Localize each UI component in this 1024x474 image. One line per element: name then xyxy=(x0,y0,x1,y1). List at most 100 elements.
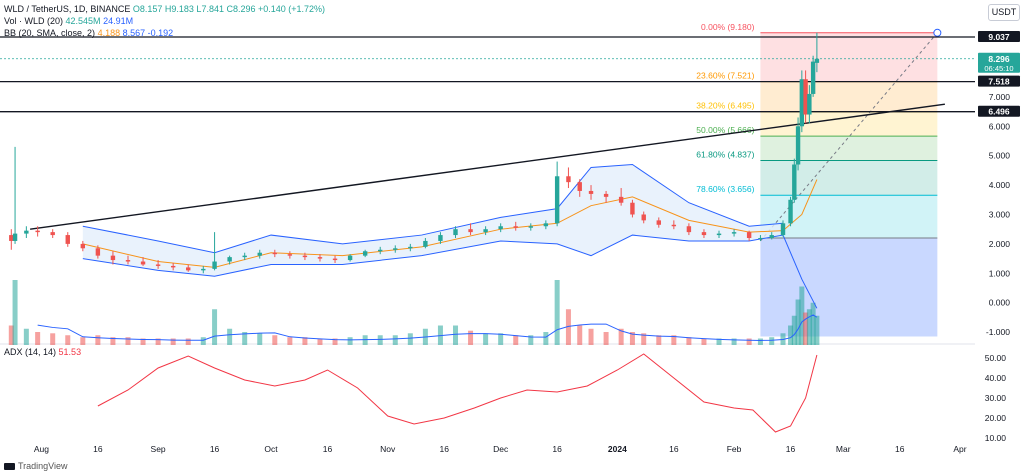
candle-body xyxy=(423,240,428,247)
pair-label: WLD / TetherUS, 1D, BINANCE xyxy=(4,4,131,14)
candle-body xyxy=(317,257,323,259)
candle-body xyxy=(630,202,635,215)
candle-body xyxy=(140,261,146,265)
candle-body xyxy=(810,61,816,94)
volume-bar xyxy=(799,286,805,345)
fib-zone xyxy=(760,81,938,112)
volume-bar xyxy=(407,333,413,345)
time-tick-label: 16 xyxy=(323,444,333,454)
time-tick-label: Mar xyxy=(836,444,851,454)
candle-body xyxy=(528,226,533,228)
volume-bar xyxy=(140,338,146,345)
volume-bar xyxy=(671,335,677,345)
volume-bar xyxy=(618,328,624,345)
price-tag xyxy=(978,75,1020,87)
tradingview-logo: TradingView xyxy=(4,461,68,471)
candle-body xyxy=(201,268,206,271)
candle-body xyxy=(378,249,383,252)
volume-bar xyxy=(392,335,398,345)
volume-bar xyxy=(242,332,248,345)
price-tick-label: -1.000 xyxy=(986,327,1010,337)
candle-body xyxy=(588,190,594,194)
candle-body xyxy=(257,252,262,256)
candle-body xyxy=(716,233,722,236)
candle-body xyxy=(803,79,808,115)
volume-bar xyxy=(803,312,809,345)
adx-tick-label: 30.00 xyxy=(985,393,1007,403)
candle-body xyxy=(362,251,368,256)
fib-zone xyxy=(760,160,938,196)
price-tick-label: 6.000 xyxy=(989,121,1011,131)
bb-basis-value: 4.188 xyxy=(97,28,121,38)
fib-zone xyxy=(760,32,938,82)
candle-body xyxy=(686,226,692,233)
volume-bar xyxy=(23,328,29,345)
price-tick-label: 2.000 xyxy=(989,239,1011,249)
volume-bar xyxy=(788,325,794,345)
volume-bar xyxy=(347,337,353,345)
volume-bar xyxy=(227,328,233,345)
candle-body xyxy=(792,164,797,200)
time-tick-label: 16 xyxy=(895,444,905,454)
volume-bar xyxy=(50,333,56,345)
candle-body xyxy=(618,196,624,203)
volume-bars xyxy=(8,280,820,345)
candle-body xyxy=(287,254,293,256)
candle-body xyxy=(24,230,29,234)
volume-bar xyxy=(513,335,519,345)
volume-bar xyxy=(272,335,278,345)
time-tick-label: Feb xyxy=(727,444,742,454)
volume-bar xyxy=(80,337,86,345)
price-legend: WLD / TetherUS, 1D, BINANCE O8.157 H9.18… xyxy=(4,4,325,15)
candle-body xyxy=(746,232,752,239)
price-tick-label: 3.000 xyxy=(989,209,1011,219)
candle-body xyxy=(758,238,763,240)
bb-label: BB (20, SMA, close, 2) xyxy=(4,28,96,38)
candle-body xyxy=(212,261,217,269)
volume-bar xyxy=(498,333,504,345)
volume-bar xyxy=(170,338,176,345)
candle-body xyxy=(80,243,86,249)
fib-zone xyxy=(760,111,938,137)
candle-body xyxy=(35,230,40,233)
bb-fill xyxy=(82,164,784,277)
brand-label: TradingView xyxy=(18,461,68,471)
candle-body xyxy=(393,248,398,250)
time-tick-label: Nov xyxy=(380,444,396,454)
currency-button[interactable]: USDT xyxy=(988,4,1020,21)
adx-label: ADX (14, 14) xyxy=(4,347,57,357)
fib-handle xyxy=(933,28,942,37)
ohlc-values: O8.157 H9.183 L7.841 C8.296 +0.140 (+1.7… xyxy=(132,4,326,14)
candle-body xyxy=(814,58,820,63)
candle-body xyxy=(799,79,805,127)
volume-bar xyxy=(543,332,549,345)
price-tag-label: 6.496 xyxy=(988,107,1010,117)
volume-bar xyxy=(65,335,71,345)
adx-tick-label: 10.00 xyxy=(985,433,1007,443)
volume-bar xyxy=(641,333,647,345)
volume-legend: Vol · WLD (20) 42.545M 24.91M xyxy=(4,16,133,27)
fib-zone xyxy=(760,136,938,161)
volume-bar xyxy=(528,335,534,345)
volume-bar xyxy=(483,333,489,345)
price-tick-label: 1.000 xyxy=(989,268,1011,278)
candle-body xyxy=(186,267,191,271)
time-tick-label: 2024 xyxy=(608,444,627,454)
price-tag-label: 7.518 xyxy=(988,77,1010,87)
volume-label: Vol · WLD (20) xyxy=(4,16,64,26)
adx-value: 51.53 xyxy=(58,347,82,357)
time-tick-label: 16 xyxy=(552,444,562,454)
volume-bar xyxy=(35,332,41,345)
price-tag xyxy=(978,31,1020,42)
volume-bar xyxy=(453,325,459,345)
volume-bar xyxy=(200,337,206,345)
candle-body xyxy=(227,257,232,262)
volume-bar xyxy=(577,325,583,345)
candle-body xyxy=(603,193,609,197)
volume-bar xyxy=(795,299,801,345)
fib-level-label: 23.60% (7.521) xyxy=(696,71,754,81)
fib-level-label: 50.00% (5.666) xyxy=(696,125,754,135)
volume-bar xyxy=(332,338,338,345)
adx-tick-label: 40.00 xyxy=(985,373,1007,383)
